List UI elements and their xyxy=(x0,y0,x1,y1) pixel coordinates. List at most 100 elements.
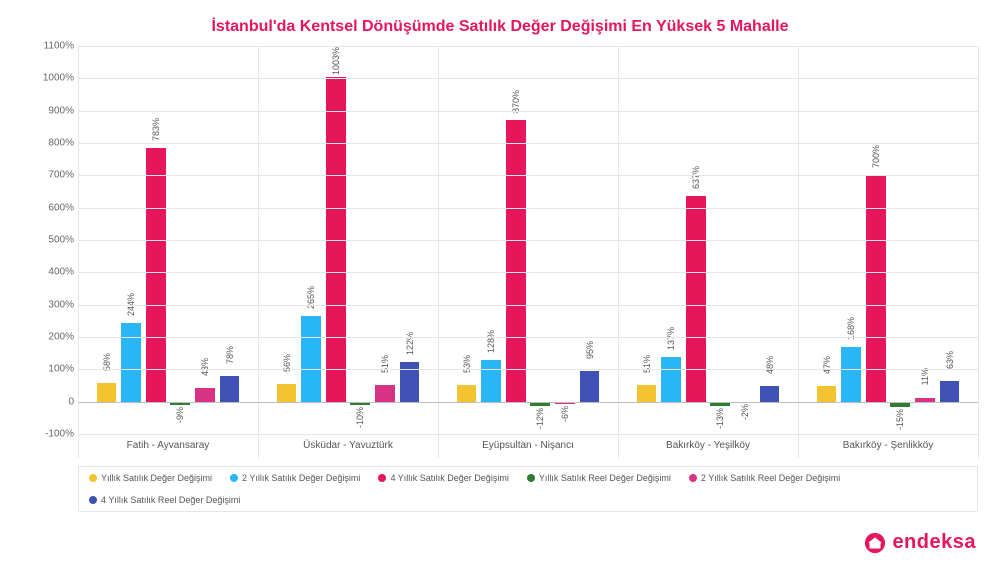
y-tick-label: 500% xyxy=(48,235,74,246)
group-separator xyxy=(258,46,259,458)
bar-value-label: 47% xyxy=(822,356,832,374)
bar xyxy=(661,357,681,401)
legend-item: 2 Yıllık Satılık Değer Değişimi xyxy=(230,473,360,483)
group-separator xyxy=(798,46,799,458)
bar xyxy=(580,371,600,402)
chart-container: İstanbul'da Kentsel Dönüşümde Satılık De… xyxy=(0,0,1000,562)
gridline xyxy=(78,175,978,176)
legend-item: 4 Yıllık Satılık Değer Değişimi xyxy=(378,473,508,483)
gridline xyxy=(78,111,978,112)
bar xyxy=(841,347,861,401)
bar xyxy=(277,384,297,402)
bar-value-label: -2% xyxy=(740,404,750,420)
bar-value-label: -13% xyxy=(715,408,725,429)
bar-value-label: 51% xyxy=(380,355,390,373)
bar-value-label: 700% xyxy=(871,145,881,168)
legend-item: 2 Yıllık Satılık Reel Değer Değişimi xyxy=(689,473,840,483)
brand-name: endeksa xyxy=(892,531,976,554)
bar-value-label: 78% xyxy=(225,346,235,364)
x-axis-labels: Fatih - AyvansarayÜsküdar - YavuztürkEyü… xyxy=(78,434,978,458)
bar-value-label: 137% xyxy=(666,327,676,350)
bar xyxy=(195,388,215,402)
bar-value-label: -10% xyxy=(355,407,365,428)
x-category-label: Fatih - Ayvansaray xyxy=(78,440,258,451)
group-separator xyxy=(618,46,619,458)
bar-value-label: 43% xyxy=(200,358,210,376)
bar xyxy=(506,120,526,401)
gridline xyxy=(78,240,978,241)
x-category-label: Eyüpsultan - Nişancı xyxy=(438,440,618,451)
y-tick-label: 900% xyxy=(48,105,74,116)
legend-swatch xyxy=(230,474,238,482)
bar-value-label: 51% xyxy=(642,355,652,373)
x-category-label: Üsküdar - Yavuztürk xyxy=(258,440,438,451)
x-category-label: Bakırköy - Şenlikköy xyxy=(798,440,978,451)
x-category-label: Bakırköy - Yeşilköy xyxy=(618,440,798,451)
chart-area: -100% 0 100% 200% 300% 400% 500% 600% 700% 800% 90… xyxy=(38,46,978,458)
bar-value-label: -6% xyxy=(560,406,570,422)
legend: Yıllık Satılık Değer Değişimi 2 Yıllık Sa… xyxy=(78,466,978,512)
legend-label: 2 Yıllık Satılık Değer Değişimi xyxy=(242,473,360,483)
group-separator xyxy=(438,46,439,458)
bar-value-label: 128% xyxy=(486,330,496,353)
legend-label: 2 Yıllık Satılık Reel Değer Değişimi xyxy=(701,473,840,483)
legend-swatch xyxy=(527,474,535,482)
bar-value-label: 95% xyxy=(585,341,595,359)
brand-logo: endeksa xyxy=(864,531,976,554)
y-tick-label: 800% xyxy=(48,138,74,149)
y-tick-label: 300% xyxy=(48,299,74,310)
group-separator xyxy=(978,46,979,458)
chart-title: İstanbul'da Kentsel Dönüşümde Satılık De… xyxy=(24,18,976,36)
y-tick-label: 200% xyxy=(48,332,74,343)
y-tick-label: 0 xyxy=(68,396,74,407)
gridline xyxy=(78,434,978,435)
bar xyxy=(375,385,395,401)
legend-label: 4 Yıllık Satılık Reel Değer Değişimi xyxy=(101,495,240,505)
gridline xyxy=(78,46,978,47)
bar xyxy=(760,386,780,402)
y-tick-label: 600% xyxy=(48,202,74,213)
bar xyxy=(220,376,240,401)
bar xyxy=(301,316,321,402)
y-tick-label: 1100% xyxy=(44,41,74,52)
legend-swatch xyxy=(89,496,97,504)
legend-swatch xyxy=(378,474,386,482)
legend-swatch xyxy=(89,474,97,482)
bar-value-label: 58% xyxy=(102,353,112,371)
bar-value-label: 63% xyxy=(945,351,955,369)
bar xyxy=(400,362,420,401)
bar-value-label: 783% xyxy=(151,118,161,141)
gridline xyxy=(78,305,978,306)
bar xyxy=(686,196,706,402)
legend-item: Yıllık Satılık Reel Değer Değişimi xyxy=(527,473,671,483)
bar xyxy=(817,386,837,401)
bar-value-label: 1003% xyxy=(331,47,341,75)
bar xyxy=(940,381,960,401)
gridline xyxy=(78,208,978,209)
y-axis: -100%0100%200%300%400%500%600%700%800%90… xyxy=(38,46,78,434)
legend-label: Yıllık Satılık Reel Değer Değişimi xyxy=(539,473,671,483)
group-separator xyxy=(78,46,79,458)
gridline xyxy=(78,78,978,79)
gridline xyxy=(78,143,978,144)
house-icon xyxy=(864,532,886,554)
bar-value-label: 11% xyxy=(920,368,930,385)
y-tick-label: 700% xyxy=(48,170,74,181)
bar-value-label: -15% xyxy=(895,409,905,430)
gridline xyxy=(78,369,978,370)
legend-swatch xyxy=(689,474,697,482)
bar xyxy=(866,175,886,401)
y-tick-label: 100% xyxy=(48,364,74,375)
bar-value-label: 122% xyxy=(405,332,415,355)
bar-value-label: -9% xyxy=(175,407,185,423)
gridline xyxy=(78,337,978,338)
y-tick-label: -100% xyxy=(45,429,74,440)
bar xyxy=(637,385,657,401)
y-tick-label: 400% xyxy=(48,267,74,278)
legend-label: Yıllık Satılık Değer Değişimi xyxy=(101,473,212,483)
legend-item: Yıllık Satılık Değer Değişimi xyxy=(89,473,212,483)
bar-value-label: 637% xyxy=(691,166,701,189)
baseline xyxy=(78,402,978,403)
y-tick-label: 1000% xyxy=(43,73,74,84)
bar-value-label: -12% xyxy=(535,408,545,429)
